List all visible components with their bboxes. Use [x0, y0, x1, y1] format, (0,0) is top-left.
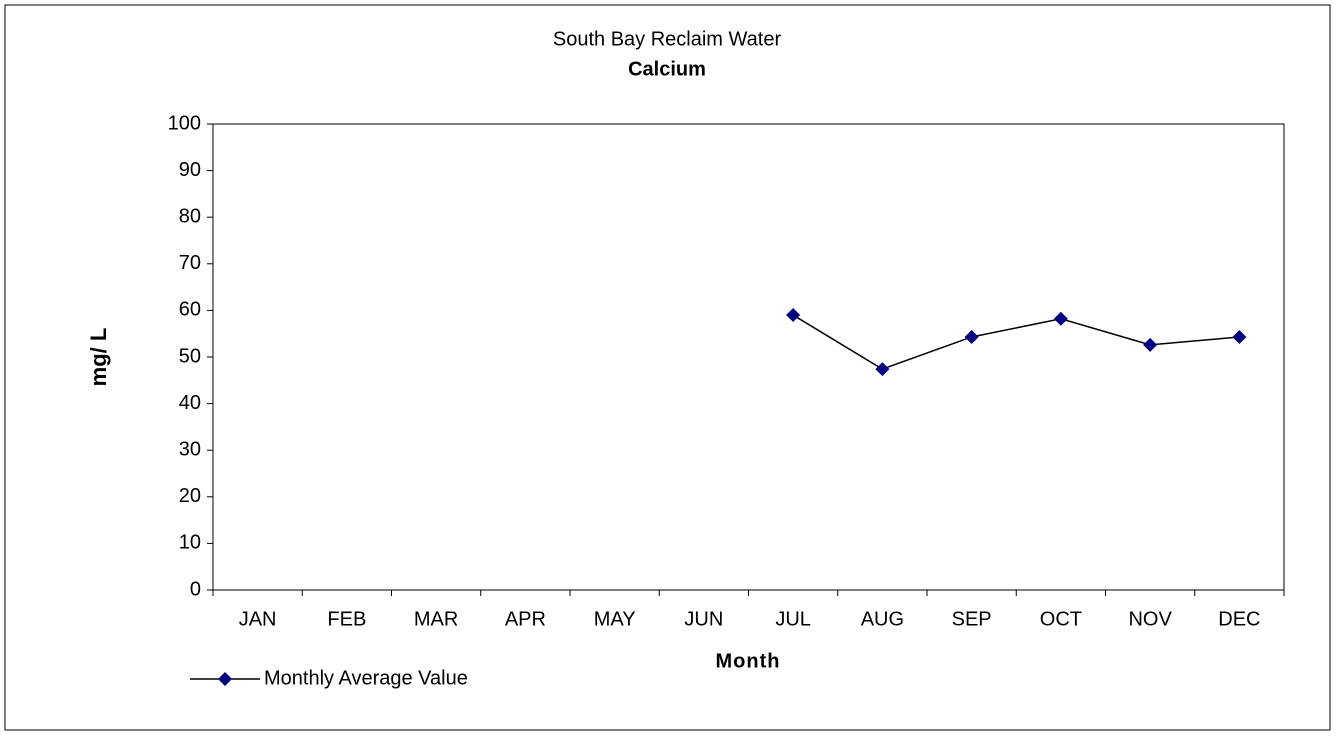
series-line	[792, 314, 1240, 370]
y-tick-label: 80	[179, 205, 201, 227]
legend-label: Monthly Average Value	[264, 667, 468, 689]
y-tick-label: 10	[179, 532, 201, 554]
data-point	[1232, 329, 1247, 344]
y-axis-title: mg/ L	[86, 328, 111, 387]
x-tick-label: SEP	[952, 608, 992, 630]
x-tick-label: JUN	[684, 608, 723, 630]
chart-border	[4, 4, 1331, 731]
x-tick-label: MAR	[414, 608, 458, 630]
data-point	[964, 329, 979, 344]
x-tick-label: OCT	[1040, 608, 1082, 630]
y-tick-label: 30	[179, 438, 201, 460]
y-tick-label: 60	[179, 299, 201, 321]
x-tick-label: FEB	[327, 608, 366, 630]
x-tick-label: APR	[505, 608, 546, 630]
legend-marker	[218, 672, 232, 686]
x-axis-title: Month	[716, 650, 781, 672]
chart-title: South Bay Reclaim Water	[553, 28, 782, 50]
y-tick-label: 40	[179, 392, 201, 414]
chart-subtitle: Calcium	[628, 58, 706, 80]
y-tick-label: 0	[190, 578, 201, 600]
x-tick-label: JUL	[775, 608, 811, 630]
data-point	[1143, 337, 1158, 352]
x-tick-label: AUG	[861, 608, 904, 630]
x-tick-label: JAN	[239, 608, 277, 630]
data-point	[1053, 311, 1068, 326]
data-point	[875, 362, 890, 377]
y-tick-label: 50	[179, 345, 201, 367]
data-point	[786, 308, 801, 323]
x-tick-label: MAY	[594, 608, 636, 630]
y-tick-label: 100	[168, 112, 201, 134]
x-tick-label: NOV	[1128, 608, 1172, 630]
y-tick-label: 70	[179, 252, 201, 274]
y-tick-label: 90	[179, 159, 201, 181]
y-tick-label: 20	[179, 485, 201, 507]
x-tick-label: DEC	[1218, 608, 1260, 630]
